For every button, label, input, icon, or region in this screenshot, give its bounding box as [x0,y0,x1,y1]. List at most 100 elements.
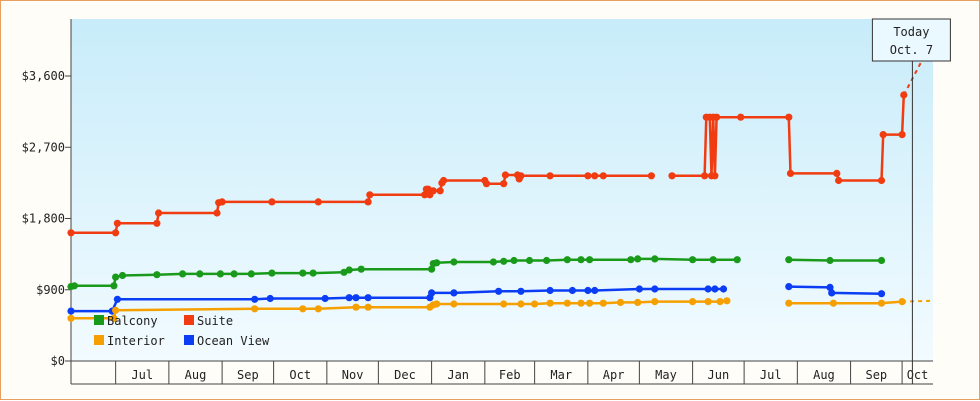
ocean-view-point [495,287,503,295]
month-label: Mar [550,368,572,382]
balcony-point [785,256,793,264]
balcony-line [788,258,882,262]
balcony-point [733,256,741,264]
balcony-point [247,270,255,278]
suite-point [898,131,906,139]
ocean-view-point [877,290,886,298]
suite-point [314,198,322,206]
balcony-point [216,270,224,278]
suite-point [877,176,886,185]
suite-point [500,180,508,188]
suite-point [501,171,509,179]
suite-point [701,172,709,180]
y-axis: $0 $900 $1,800 $2,700 $3,600 [22,19,72,384]
suite-point [67,229,75,237]
interior-point [704,298,712,306]
interior-point [531,300,539,308]
interior-point [723,297,731,305]
y-tick-label: $1,800 [22,212,65,226]
today-marker: Today Oct. 7 [871,18,951,384]
month-label: May [655,368,677,382]
month-label: Aug [813,368,835,382]
ocean-view-point [635,285,644,293]
balcony-point [877,256,886,265]
suite-point [482,180,491,188]
suite-point [218,198,226,206]
interior-projection [902,299,934,303]
interior-point [251,305,259,313]
balcony-point [510,256,518,265]
month-label: Sep [865,368,887,382]
suite-point [155,209,163,217]
ocean-view-point [591,286,599,295]
balcony-point [500,257,508,265]
interior-point [500,300,508,308]
suite-point [153,219,161,227]
suite-point [213,209,221,217]
y-tick-label: $2,700 [22,140,65,154]
interior-point [364,303,372,311]
interior-line [788,300,903,305]
balcony-point [153,271,161,279]
suite-point [668,172,676,180]
balcony-point [563,256,571,264]
ocean-view-point [704,285,712,293]
series-layer [67,39,934,322]
ocean-view-point [546,286,554,295]
balcony-point [634,255,642,263]
month-label: Oct [289,368,311,382]
balcony-point [309,269,317,277]
suite-point [711,172,719,180]
ocean-view-point [826,283,834,291]
balcony-point [299,269,307,277]
suite-point [440,176,448,185]
balcony-point [651,255,659,263]
today-label: Today [893,25,929,39]
suite-point [113,219,121,227]
ocean-view-point [321,294,329,303]
month-label: Oct [907,368,929,382]
ocean-view-point [266,294,274,303]
y-tick-label: $0 [51,354,65,368]
today-box [871,18,951,62]
interior-point [616,298,625,306]
interior-point [651,298,659,306]
today-date-label: Oct. 7 [890,43,933,57]
ocean-view-point [352,294,360,302]
interior-point [634,298,642,306]
interior-point [299,305,307,313]
suite-point [429,187,437,195]
balcony-point [345,266,353,274]
y-tick-label: $900 [36,283,65,297]
balcony-point [577,256,585,264]
balcony-point [525,256,534,265]
legend-swatch [94,315,104,325]
suite-point [737,113,745,121]
interior-point [599,299,607,307]
month-label: Dec [394,368,416,382]
month-label: Nov [342,368,364,382]
y-tick-label: $3,600 [22,69,65,83]
suite-projection [902,39,934,96]
ocean-view-point [568,286,577,295]
suite-point [366,191,374,199]
month-label: Apr [603,368,625,382]
interior-point [785,299,793,307]
interior-point [67,314,75,322]
month-label: Jul [131,368,153,382]
ocean-view-point [251,295,259,303]
suite-point [591,172,599,180]
ocean-view-point [651,285,659,293]
suite-point [112,229,120,237]
suite-point [835,176,843,185]
legend-label: Ocean View [197,334,270,348]
ocean-view-point [428,289,436,297]
interior-point [450,300,458,308]
balcony-point [112,273,120,281]
suite-point [421,191,429,199]
suite-point [785,113,793,121]
balcony-point [489,258,497,266]
interior-point [433,300,441,308]
balcony-point [428,265,436,273]
